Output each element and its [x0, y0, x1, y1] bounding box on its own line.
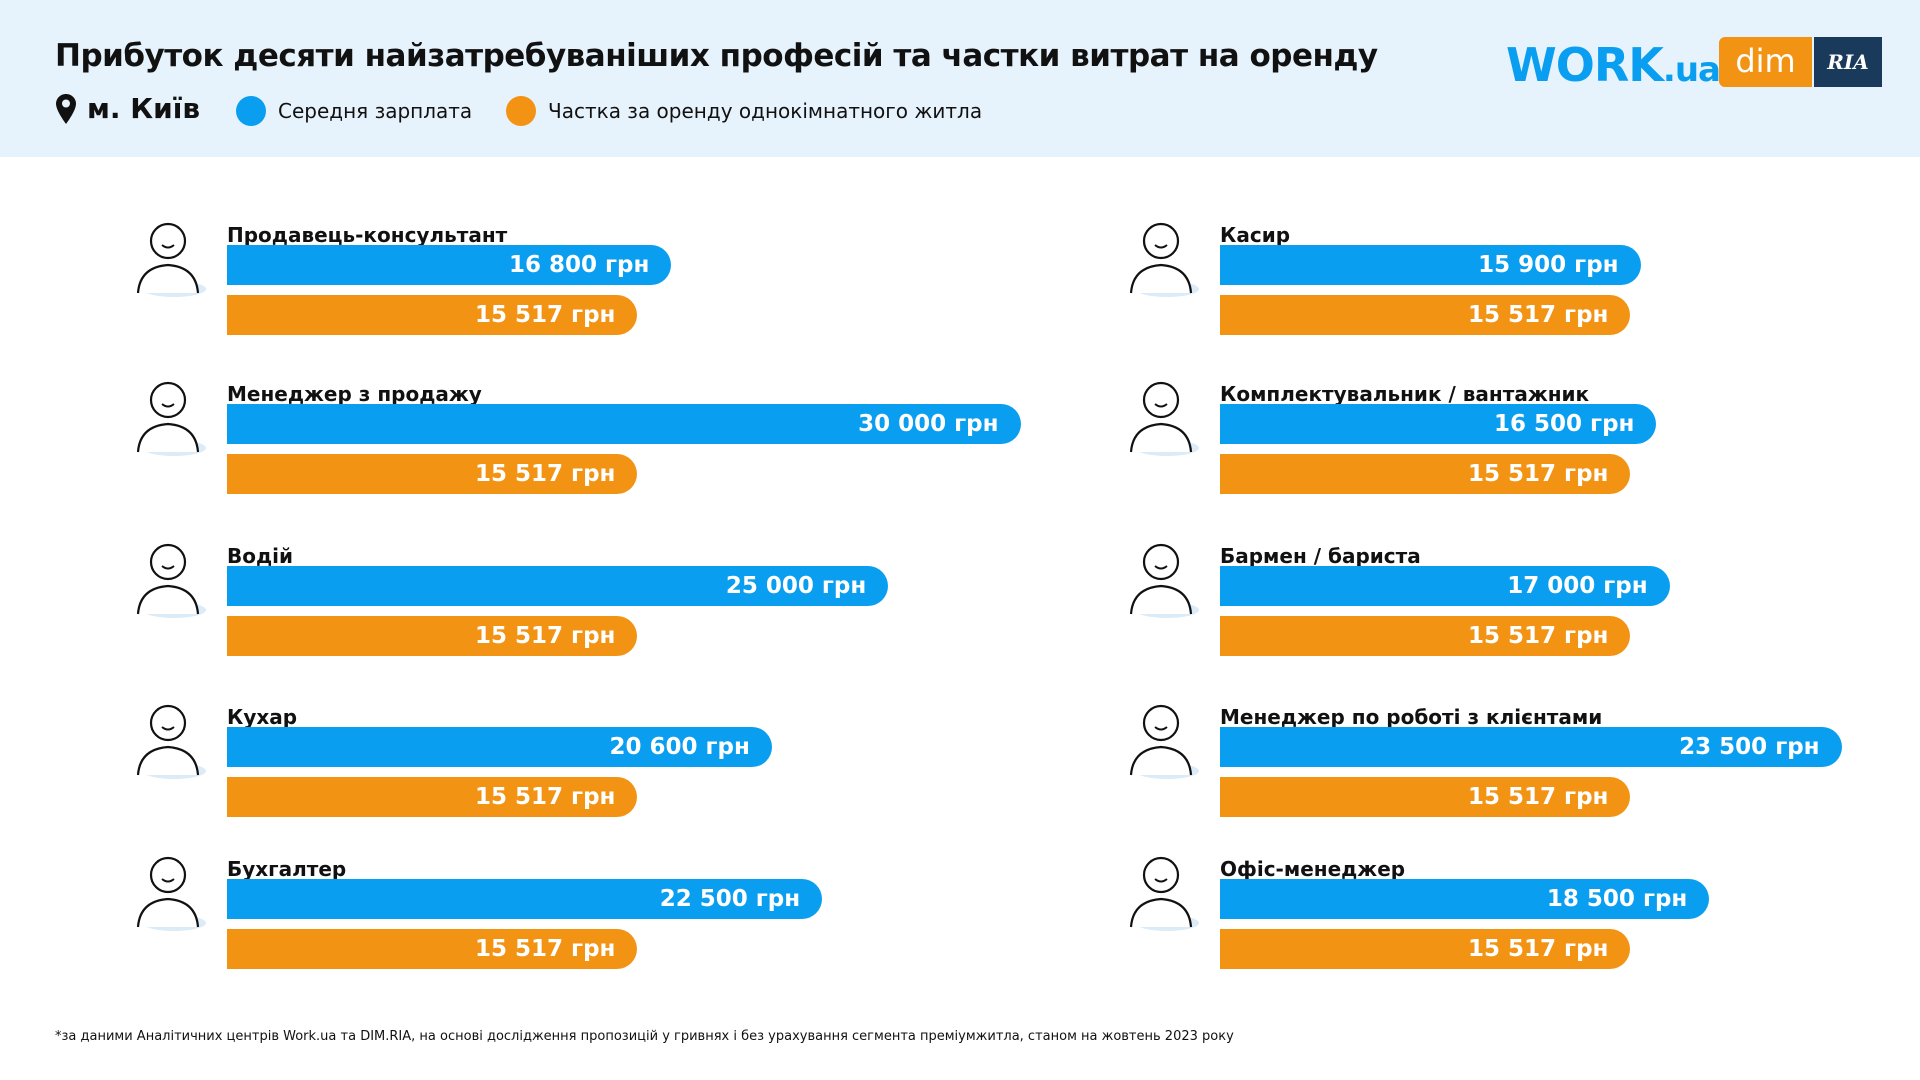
- barista-icon: [1129, 543, 1199, 618]
- category-label: Кухар: [227, 705, 298, 729]
- salary-bar: 30 000 грн: [227, 404, 1021, 444]
- legend-salary: Середня зарплата: [236, 96, 472, 126]
- accountant-icon: [136, 856, 206, 931]
- location: м. Київ: [55, 92, 200, 125]
- header: Прибуток десяти найзатребуваніших профес…: [0, 0, 1920, 157]
- rent-bar: 15 517 грн: [1220, 777, 1631, 817]
- headset-person-icon: [136, 381, 206, 456]
- data-label: 15 517 грн: [475, 936, 616, 962]
- salary-bar: 22 500 грн: [227, 879, 823, 919]
- map-pin-icon: [56, 93, 76, 124]
- location-label: м. Київ: [87, 92, 201, 125]
- data-label: 15 517 грн: [1468, 784, 1609, 810]
- category-label: Касир: [1220, 223, 1291, 247]
- data-label: 15 517 грн: [1468, 461, 1609, 487]
- category-label: Офіс-менеджер: [1220, 857, 1406, 881]
- rent-bar: 15 517 грн: [227, 295, 638, 335]
- salary-bar: 20 600 грн: [227, 727, 772, 767]
- person-icon: [136, 222, 206, 297]
- rent-bar: 15 517 грн: [227, 929, 638, 969]
- data-label: 15 517 грн: [475, 302, 616, 328]
- category-label: Менеджер з продажу: [227, 382, 482, 406]
- data-label: 30 000 грн: [858, 411, 999, 437]
- category-label: Продавець-консультант: [227, 223, 508, 247]
- data-label: 25 000 грн: [725, 573, 867, 599]
- data-label: 15 517 грн: [1468, 623, 1609, 649]
- salary-bar: 15 900 грн: [1220, 245, 1641, 285]
- data-label: 15 517 грн: [1468, 936, 1609, 962]
- data-label: 16 500 грн: [1494, 411, 1635, 437]
- legend-label: Частка за оренду однокімнатного житла: [548, 99, 983, 123]
- salary-bar: 16 500 грн: [1220, 404, 1657, 444]
- data-label: 23 500 грн: [1679, 734, 1820, 760]
- data-label: 15 517 грн: [1468, 302, 1609, 328]
- category-label: Бухгалтер: [227, 857, 347, 881]
- category-label: Комплектувальник / вантажник: [1220, 382, 1590, 406]
- rent-bar: 15 517 грн: [1220, 295, 1631, 335]
- ria-logo: RIA: [1814, 37, 1882, 87]
- rent-bar: 15 517 грн: [227, 454, 638, 494]
- data-label: 20 600 грн: [609, 734, 750, 760]
- salary-bar: 17 000 грн: [1220, 566, 1670, 606]
- laptop-person-icon: [1129, 704, 1199, 779]
- category-label: Менеджер по роботі з клієнтами: [1220, 705, 1603, 729]
- data-label: 15 900 грн: [1478, 252, 1619, 278]
- category-label: Водій: [227, 544, 294, 568]
- page-title: Прибуток десяти найзатребуваніших профес…: [55, 38, 1378, 74]
- office-person-icon: [1129, 856, 1199, 931]
- legend-label: Середня зарплата: [278, 99, 473, 123]
- salary-bar: 18 500 грн: [1220, 879, 1710, 919]
- rent-bar: 15 517 грн: [1220, 929, 1631, 969]
- work-ua-logo: WORK.ua: [1506, 38, 1721, 92]
- salary-bar: 16 800 грн: [227, 245, 672, 285]
- data-label: 15 517 грн: [475, 461, 616, 487]
- dim-logo: dim: [1719, 37, 1812, 87]
- chef-icon: [136, 704, 206, 779]
- data-label: 22 500 грн: [659, 886, 801, 912]
- footnote: *за даними Аналітичних центрів Work.ua т…: [55, 1029, 1234, 1044]
- rent-bar: 15 517 грн: [1220, 616, 1631, 656]
- rent-bar: 15 517 грн: [1220, 454, 1631, 494]
- data-label: 16 800 грн: [508, 252, 650, 278]
- category-label: Бармен / бариста: [1220, 544, 1421, 568]
- data-label: 17 000 грн: [1507, 573, 1648, 599]
- data-label: 15 517 грн: [475, 623, 616, 649]
- legend-rent: Частка за оренду однокімнатного житла: [506, 96, 982, 126]
- driver-icon: [136, 543, 206, 618]
- loader-icon: [1129, 381, 1199, 456]
- rent-bar: 15 517 грн: [227, 616, 638, 656]
- legend-swatch: [236, 96, 266, 126]
- data-label: 15 517 грн: [475, 784, 616, 810]
- data-label: 18 500 грн: [1546, 886, 1688, 912]
- rent-bar: 15 517 грн: [227, 777, 638, 817]
- legend-swatch: [506, 96, 536, 126]
- cashier-icon: [1129, 222, 1199, 297]
- salary-bar: 23 500 грн: [1220, 727, 1842, 767]
- salary-bar: 25 000 грн: [227, 566, 889, 606]
